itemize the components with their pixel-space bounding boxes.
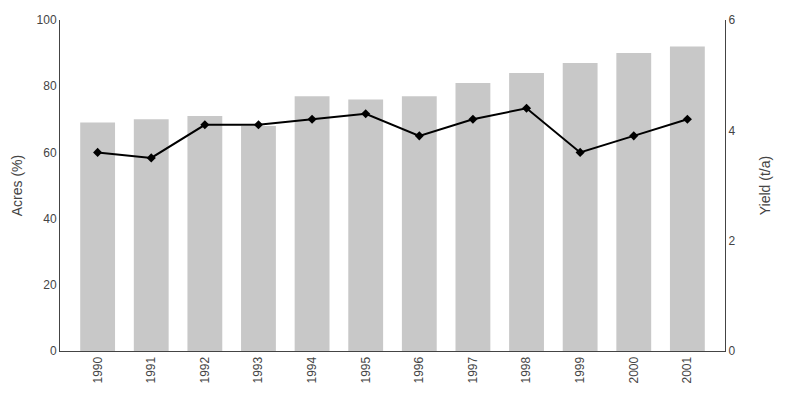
svg-text:1992: 1992 [198, 356, 212, 383]
svg-text:80: 80 [43, 79, 57, 93]
svg-text:1990: 1990 [91, 356, 105, 383]
svg-text:Acres (%): Acres (%) [9, 155, 25, 216]
svg-text:6: 6 [728, 13, 735, 27]
svg-text:1993: 1993 [251, 356, 265, 383]
svg-text:100: 100 [37, 13, 57, 27]
svg-text:1991: 1991 [144, 356, 158, 383]
svg-text:2: 2 [728, 234, 735, 248]
svg-text:1998: 1998 [519, 356, 533, 383]
svg-text:20: 20 [43, 278, 57, 292]
svg-text:1995: 1995 [359, 356, 373, 383]
svg-text:60: 60 [43, 146, 57, 160]
svg-text:40: 40 [43, 212, 57, 226]
svg-text:0: 0 [50, 344, 57, 358]
svg-text:Yield (t/a): Yield (t/a) [757, 156, 773, 215]
svg-text:2001: 2001 [680, 356, 694, 383]
svg-text:1994: 1994 [305, 356, 319, 383]
svg-text:2000: 2000 [627, 356, 641, 383]
svg-text:1997: 1997 [466, 356, 480, 383]
svg-text:0: 0 [728, 344, 735, 358]
svg-text:4: 4 [728, 124, 735, 138]
svg-text:1996: 1996 [412, 356, 426, 383]
svg-text:1999: 1999 [573, 356, 587, 383]
